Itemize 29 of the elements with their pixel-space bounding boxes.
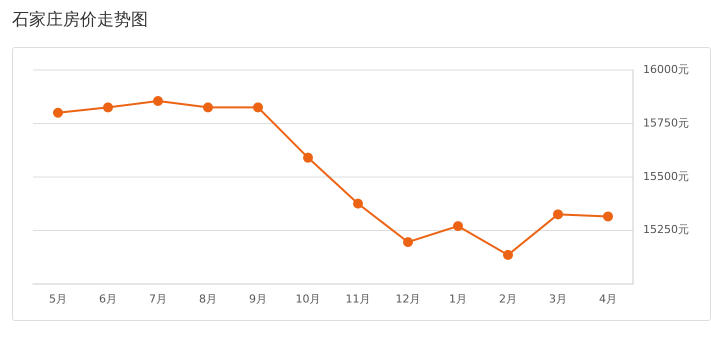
x-tick-label: 9月 <box>249 292 268 306</box>
point <box>253 102 264 112</box>
point <box>103 102 113 112</box>
x-tick-label: 12月 <box>396 292 421 306</box>
point <box>403 237 414 248</box>
chart-title: 石家庄房价走势图 <box>12 9 149 31</box>
x-tick-label: 11月 <box>346 292 371 306</box>
point <box>153 96 163 106</box>
x-tick-label: 7月 <box>149 292 167 306</box>
x-tick-label: 1月 <box>449 292 468 306</box>
x-tick-label: 6月 <box>99 292 117 306</box>
y-tick-label: 15250元 <box>643 223 690 236</box>
point <box>453 221 464 232</box>
point <box>553 209 564 220</box>
x-tick-label: 10月 <box>296 292 321 306</box>
x-tick-label: 5月 <box>49 292 67 306</box>
point <box>53 108 63 118</box>
x-tick-label: 4月 <box>599 292 618 306</box>
point <box>503 250 514 260</box>
y-tick-label: 15750元 <box>643 116 690 130</box>
y-tick-label: 15500元 <box>643 170 690 183</box>
y-tick-label: 16000元 <box>643 62 690 76</box>
point <box>603 211 614 222</box>
point <box>353 198 364 209</box>
point <box>203 102 213 112</box>
point <box>303 152 314 163</box>
x-tick-label: 2月 <box>499 292 518 306</box>
x-tick-label: 8月 <box>199 292 217 306</box>
x-tick-label: 3月 <box>549 292 568 306</box>
